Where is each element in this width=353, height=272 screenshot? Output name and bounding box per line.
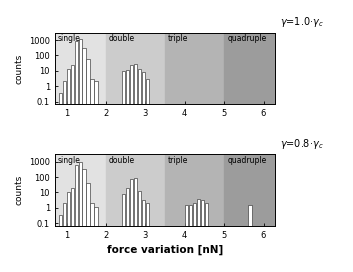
Bar [55,154,106,226]
Bar [71,188,74,226]
Bar [197,199,200,226]
Bar [106,33,165,104]
Bar [106,154,165,226]
Bar [145,79,149,104]
Bar [67,69,70,104]
Bar [130,65,133,104]
Bar [86,59,90,104]
Bar [71,65,74,104]
Bar [224,33,275,104]
Bar [59,215,62,226]
Text: triple: triple [168,156,189,165]
Bar [94,81,98,104]
Text: quadruple: quadruple [227,156,267,165]
Bar [134,178,137,226]
Bar [59,93,62,104]
Bar [67,192,70,226]
Bar [90,79,94,104]
Bar [94,208,98,226]
Bar [185,205,189,226]
Bar [205,203,208,226]
Bar [134,63,137,104]
Text: triple: triple [168,34,189,43]
Bar [90,203,94,226]
Bar [63,81,66,104]
Bar [83,169,86,226]
Bar [74,165,78,226]
Bar [74,41,78,104]
Bar [224,154,275,226]
Bar [83,48,86,104]
Bar [130,178,133,226]
Text: single: single [58,34,81,43]
Bar [126,188,129,226]
Bar [165,33,224,104]
Bar [138,191,141,226]
X-axis label: force variation [nN]: force variation [nN] [107,245,223,255]
Bar [165,154,224,226]
Text: $\gamma$=0.8·$\gamma_c$: $\gamma$=0.8·$\gamma_c$ [280,137,323,151]
Y-axis label: counts: counts [14,53,23,84]
Bar [122,71,125,104]
Bar [189,205,192,226]
Bar [63,203,66,226]
Bar [122,194,125,226]
Bar [79,39,82,104]
Text: $\gamma$=1.0·$\gamma_c$: $\gamma$=1.0·$\gamma_c$ [280,15,324,29]
Bar [145,203,149,226]
Text: quadruple: quadruple [227,34,267,43]
Bar [248,205,251,226]
Bar [142,72,145,104]
Bar [126,70,129,104]
Bar [79,162,82,226]
Bar [138,69,141,104]
Text: single: single [58,156,81,165]
Bar [201,200,204,226]
Bar [86,183,90,226]
Bar [142,200,145,226]
Y-axis label: counts: counts [14,175,23,205]
Bar [193,203,196,226]
Bar [55,33,106,104]
Text: double: double [109,34,135,43]
Text: double: double [109,156,135,165]
